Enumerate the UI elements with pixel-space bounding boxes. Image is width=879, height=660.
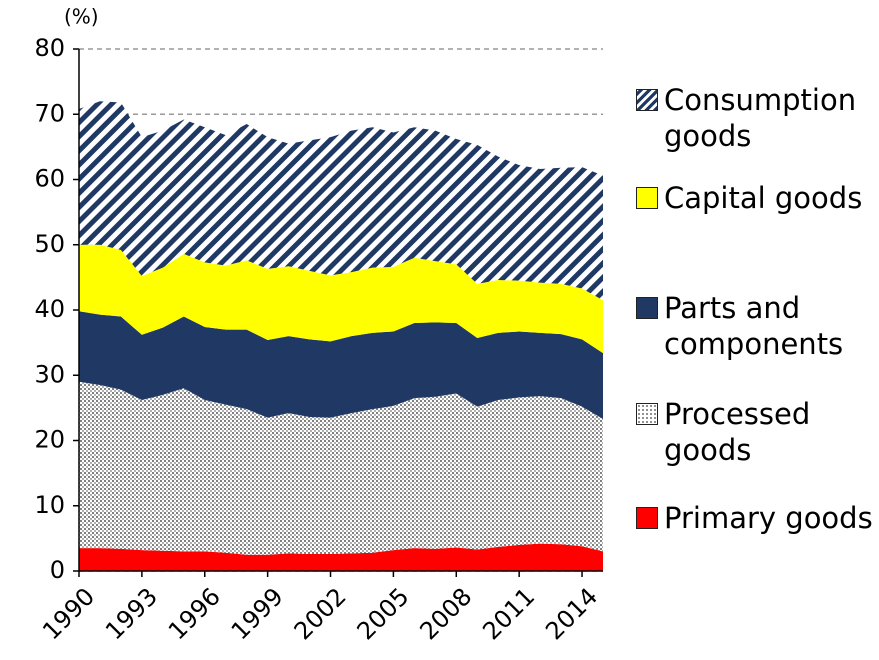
y-tick-label: 80: [34, 34, 65, 62]
area: [79, 101, 603, 301]
legend-entry: Parts and components: [636, 290, 876, 362]
legend-entry: Primary goods: [636, 500, 876, 536]
legend-swatch: [636, 507, 658, 529]
y-tick-label: 60: [34, 165, 65, 193]
legend-entry: Processed goods: [636, 396, 876, 468]
area: [79, 543, 603, 571]
y-tick-label: 70: [34, 99, 65, 127]
x-tick-label: 1993: [100, 582, 163, 645]
x-tick-label: 1990: [37, 582, 100, 645]
y-tick-label: 10: [34, 491, 65, 519]
legend-label: Capital goods: [664, 181, 863, 215]
y-axis-label: (%): [64, 5, 99, 29]
legend-label: Parts and components: [664, 291, 844, 361]
legend-label: Primary goods: [664, 501, 873, 535]
area: [79, 311, 603, 419]
y-tick-label: 0: [50, 556, 65, 584]
legend-swatch: [636, 187, 658, 209]
legend-entry: Capital goods: [636, 180, 876, 216]
y-tick-label: 20: [34, 426, 65, 454]
legend-label: Processed goods: [664, 397, 811, 467]
x-tick-label: 1999: [226, 582, 289, 645]
legend-swatch: [636, 89, 658, 111]
area: [79, 381, 603, 555]
x-tick-label: 2014: [540, 582, 603, 645]
x-tick-label: 2011: [477, 582, 540, 645]
y-tick-label: 50: [34, 230, 65, 258]
x-tick-label: 2002: [289, 582, 352, 645]
y-tick-label: 40: [34, 295, 65, 323]
legend-label: Consumption goods: [664, 83, 857, 153]
legend-swatch: [636, 297, 658, 319]
legend-entry: Consumption goods: [636, 82, 876, 154]
x-tick-label: 2008: [414, 582, 477, 645]
x-tick-label: 1996: [163, 582, 226, 645]
legend-swatch: [636, 403, 658, 425]
area: [79, 244, 603, 354]
x-tick-label: 2005: [352, 582, 415, 645]
y-tick-label: 30: [34, 360, 65, 388]
